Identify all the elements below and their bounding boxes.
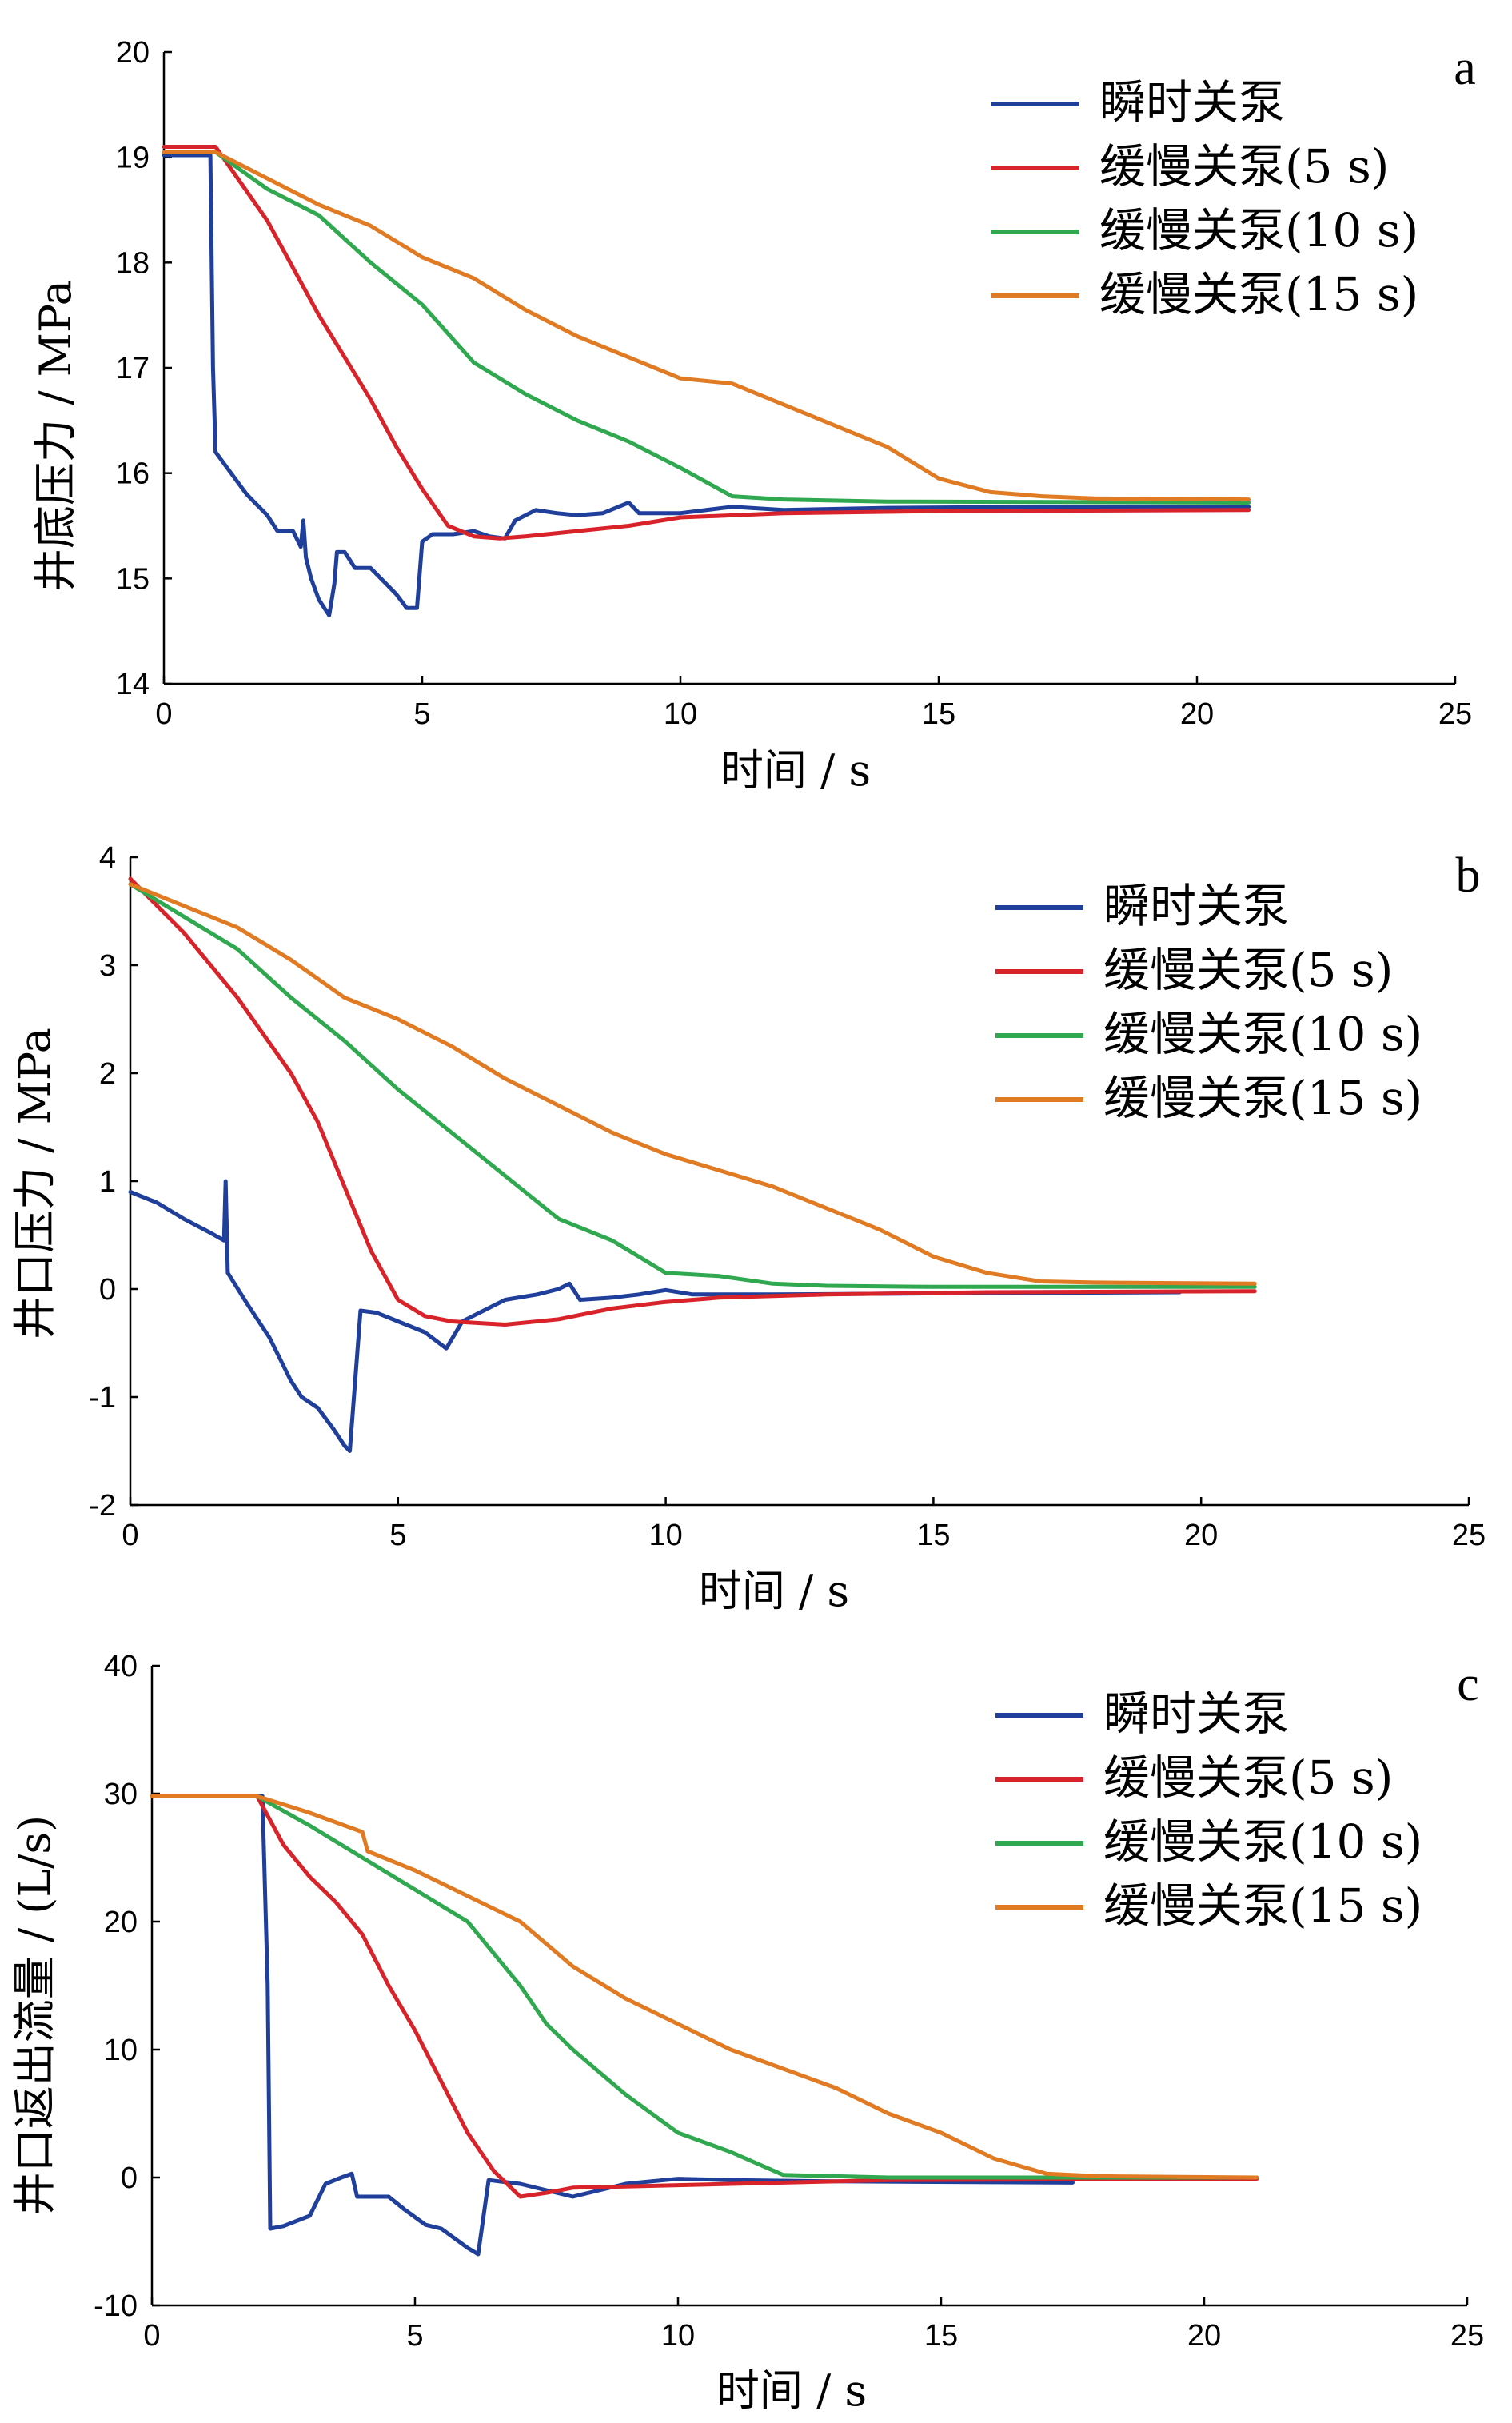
x-axis-title-b: 时间 / s	[699, 1566, 849, 1616]
axes-c	[150, 1666, 1467, 2307]
legend-label-c-2: 缓慢关泵(5 s)	[1103, 1750, 1393, 1805]
x-tick-label-c: 25	[1450, 2319, 1484, 2353]
series-line-a-4	[162, 150, 1251, 502]
y-tick-label-a: 14	[116, 668, 150, 701]
x-tick-label-c: 5	[406, 2319, 423, 2353]
plot-area-b	[128, 876, 1257, 1453]
y-tick-label-b: -1	[89, 1381, 116, 1415]
panel-label-c: c	[1457, 1657, 1479, 1711]
y-tick-label-b: 2	[99, 1057, 116, 1091]
y-tick-label-c: 20	[104, 1906, 138, 1939]
y-tick-label-b: -2	[89, 1489, 116, 1523]
legend-label-b-4: 缓慢关泵(15 s)	[1103, 1071, 1422, 1125]
series-line-c-4	[150, 1794, 1259, 2180]
y-tick-label-b: 4	[99, 841, 116, 875]
ticks-b: 0 5 10 15 20 25 -2 -1 0 1 2 3 4	[89, 841, 1486, 1552]
legend-label-c-4: 缓慢关泵(15 s)	[1103, 1878, 1422, 1933]
legend-label-a-3: 缓慢关泵(10 s)	[1099, 203, 1418, 257]
x-tick-label-a: 5	[413, 697, 430, 731]
legend-label-a-4: 缓慢关泵(15 s)	[1099, 267, 1418, 321]
legend-label-a-2: 缓慢关泵(5 s)	[1099, 139, 1389, 194]
y-tick-label-b: 3	[99, 949, 116, 983]
legend-label-c-3: 缓慢关泵(10 s)	[1103, 1814, 1422, 1869]
y-tick-label-c: 0	[121, 2162, 138, 2195]
y-tick-label-b: 1	[99, 1165, 116, 1199]
series-line-a-1	[162, 153, 1251, 617]
y-tick-label-b: 0	[99, 1273, 116, 1307]
y-tick-label-a: 15	[116, 562, 150, 596]
x-tick-label-c: 15	[924, 2319, 958, 2353]
y-axis-title-a: 井底压力 / MPa	[30, 280, 81, 592]
x-tick-label-a: 25	[1438, 697, 1472, 731]
y-tick-label-a: 20	[116, 36, 150, 70]
legend-label-b-3: 缓慢关泵(10 s)	[1103, 1007, 1422, 1061]
y-axis-title-b: 井口压力 / MPa	[10, 1028, 60, 1339]
y-tick-label-c: 10	[104, 2034, 138, 2067]
y-tick-label-c: 40	[104, 1650, 138, 1683]
x-tick-label-b: 25	[1452, 1519, 1486, 1552]
legend-label-a-1: 瞬时关泵	[1099, 75, 1285, 130]
x-axis-title-a: 时间 / s	[720, 745, 871, 796]
series-line-b-2	[128, 876, 1257, 1327]
x-tick-label-c: 20	[1187, 2319, 1221, 2353]
y-tick-label-a: 18	[116, 246, 150, 280]
legend-label-b-2: 缓慢关泵(5 s)	[1103, 943, 1393, 997]
x-tick-label-c: 0	[143, 2319, 160, 2353]
panel-label-a: a	[1454, 41, 1476, 95]
panel-label-b: b	[1456, 848, 1481, 903]
series-line-a-3	[162, 150, 1251, 505]
legend-label-b-1: 瞬时关泵	[1103, 879, 1289, 933]
x-tick-label-b: 10	[648, 1519, 682, 1552]
x-axis-title-c: 时间 / s	[716, 2365, 867, 2416]
x-tick-label-a: 20	[1180, 697, 1214, 731]
series-line-a-2	[162, 145, 1251, 541]
series-line-c-1	[150, 1794, 1075, 2257]
x-tick-label-b: 15	[916, 1519, 950, 1552]
x-tick-label-a: 10	[664, 697, 697, 731]
series-line-b-4	[128, 882, 1257, 1286]
x-tick-label-b: 5	[389, 1519, 406, 1552]
legend-label-c-1: 瞬时关泵	[1103, 1687, 1289, 1741]
y-tick-label-a: 19	[116, 142, 150, 175]
x-tick-label-b: 0	[122, 1519, 138, 1552]
ticks-a: 0 5 10 15 20 25 14 15 16 17 18 19 20	[116, 36, 1472, 731]
x-tick-label-b: 20	[1184, 1519, 1218, 1552]
y-tick-label-a: 17	[116, 352, 150, 385]
x-tick-label-a: 0	[155, 697, 172, 731]
x-tick-label-c: 10	[661, 2319, 695, 2353]
y-tick-label-c: -10	[94, 2289, 138, 2323]
plot-area-a	[162, 145, 1251, 617]
series-line-b-1	[128, 1179, 1182, 1453]
x-tick-label-a: 15	[922, 697, 955, 731]
y-tick-label-c: 30	[104, 1778, 138, 1811]
y-axis-title-c: 井口返出流量 / (L/s)	[10, 1815, 60, 2215]
y-tick-label-a: 16	[116, 457, 150, 491]
series-line-c-2	[150, 1794, 1259, 2199]
series-line-c-3	[150, 1794, 1259, 2180]
plot-area-c	[150, 1794, 1259, 2257]
series-line-b-3	[128, 882, 1257, 1289]
